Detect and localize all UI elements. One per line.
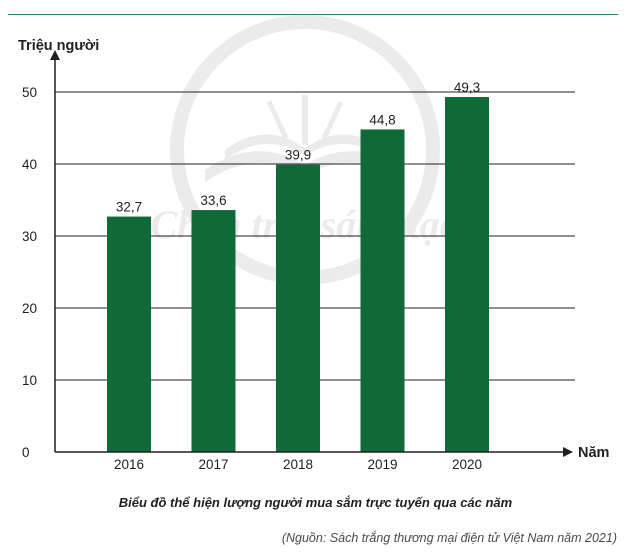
bar	[276, 164, 320, 452]
x-axis-title: Năm	[578, 445, 609, 461]
y-axis-arrow	[50, 50, 60, 60]
y-tick-label: 40	[22, 157, 37, 172]
y-tick-label: 10	[22, 373, 37, 388]
x-tick-label: 2020	[452, 457, 482, 472]
chart-caption: Biểu đồ thể hiện lượng người mua sắm trự…	[118, 495, 513, 510]
x-tick-label: 2017	[198, 457, 228, 472]
bars	[107, 97, 489, 452]
y-tick-labels: 0 10 20 30 40 50	[22, 85, 37, 460]
bar-value-label: 44,8	[369, 112, 395, 127]
value-labels: 32,7 33,6 39,9 44,8 49,3	[116, 80, 480, 215]
source-note: (Nguồn: Sách trắng thương mại điện tử Vi…	[281, 531, 617, 545]
x-tick-label: 2016	[114, 457, 144, 472]
x-tick-labels: 2016 2017 2018 2019 2020	[114, 457, 482, 472]
y-tick-label: 50	[22, 85, 37, 100]
bar	[107, 216, 151, 452]
x-tick-label: 2019	[367, 457, 397, 472]
bar-value-label: 32,7	[116, 200, 142, 215]
y-tick-label: 20	[22, 301, 37, 316]
x-axis-arrow	[563, 447, 573, 457]
y-tick-label: 30	[22, 229, 37, 244]
bar	[360, 129, 405, 452]
bar-value-label: 39,9	[285, 148, 311, 163]
bar	[445, 97, 489, 452]
top-rule	[8, 14, 618, 15]
y-axis-title: Triệu người	[18, 38, 99, 54]
bar-value-label: 49,3	[454, 80, 480, 95]
x-tick-label: 2018	[283, 457, 313, 472]
y-tick-label: 0	[22, 445, 30, 460]
bar-value-label: 33,6	[200, 193, 226, 208]
bar	[191, 210, 236, 452]
